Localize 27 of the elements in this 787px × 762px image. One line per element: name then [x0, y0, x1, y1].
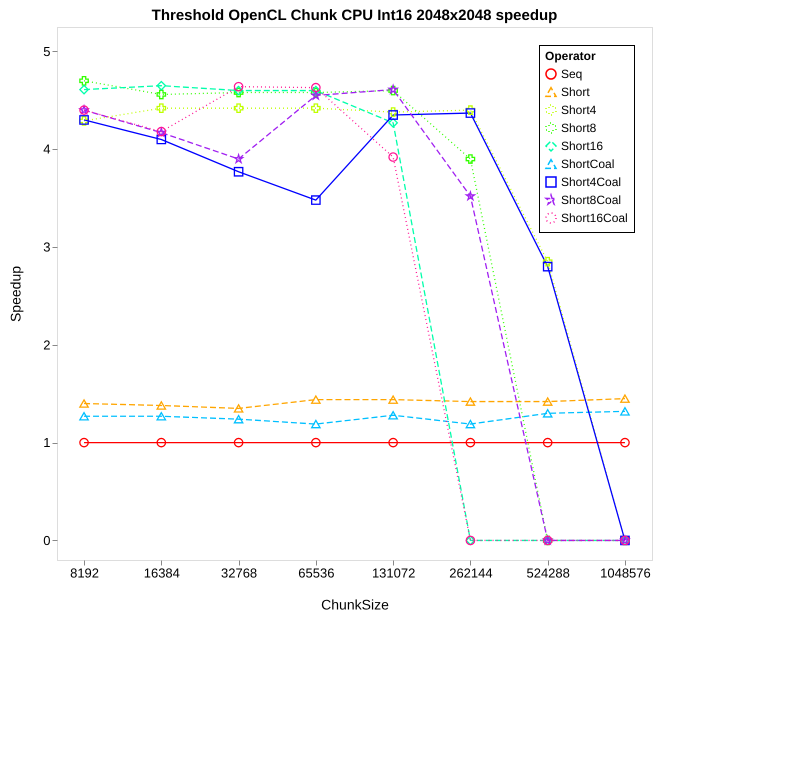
y-tick-label: 2: [43, 337, 50, 352]
y-tick-label: 3: [43, 240, 50, 255]
legend-title: Operator: [545, 49, 596, 63]
x-axis-title: ChunkSize: [321, 596, 390, 612]
legend-label: Short4: [561, 103, 597, 117]
legend-label: Short16Coal: [561, 211, 628, 225]
y-tick-label: 0: [43, 532, 50, 548]
x-tick-label: 65536: [298, 566, 334, 580]
x-tick-label: 8192: [70, 566, 100, 580]
y-tick-label: 4: [43, 142, 50, 157]
legend-label: Short4Coal: [561, 175, 622, 189]
chart-title: Threshold OpenCL Chunk CPU Int16 2048x2048 speedup: [152, 7, 558, 24]
x-tick-label: 1048576: [600, 566, 651, 580]
y-tick-label: 5: [43, 44, 50, 59]
x-tick-label: 32768: [221, 566, 258, 580]
y-tick-label: 1: [43, 435, 50, 450]
x-tick-label: 524288: [526, 566, 570, 580]
legend-label: Short8: [561, 121, 597, 135]
legend-label: Short16: [561, 139, 604, 153]
y-axis-title: Speedup: [7, 266, 24, 322]
x-tick-label: 16384: [144, 566, 180, 580]
x-tick-label: 131072: [372, 566, 416, 580]
legend-label: ShortCoal: [561, 157, 614, 171]
x-tick-label: 262144: [449, 566, 493, 580]
legend-label: Short: [561, 85, 590, 99]
legend-label: Seq: [561, 67, 582, 81]
legend-label: Short8Coal: [561, 193, 622, 207]
